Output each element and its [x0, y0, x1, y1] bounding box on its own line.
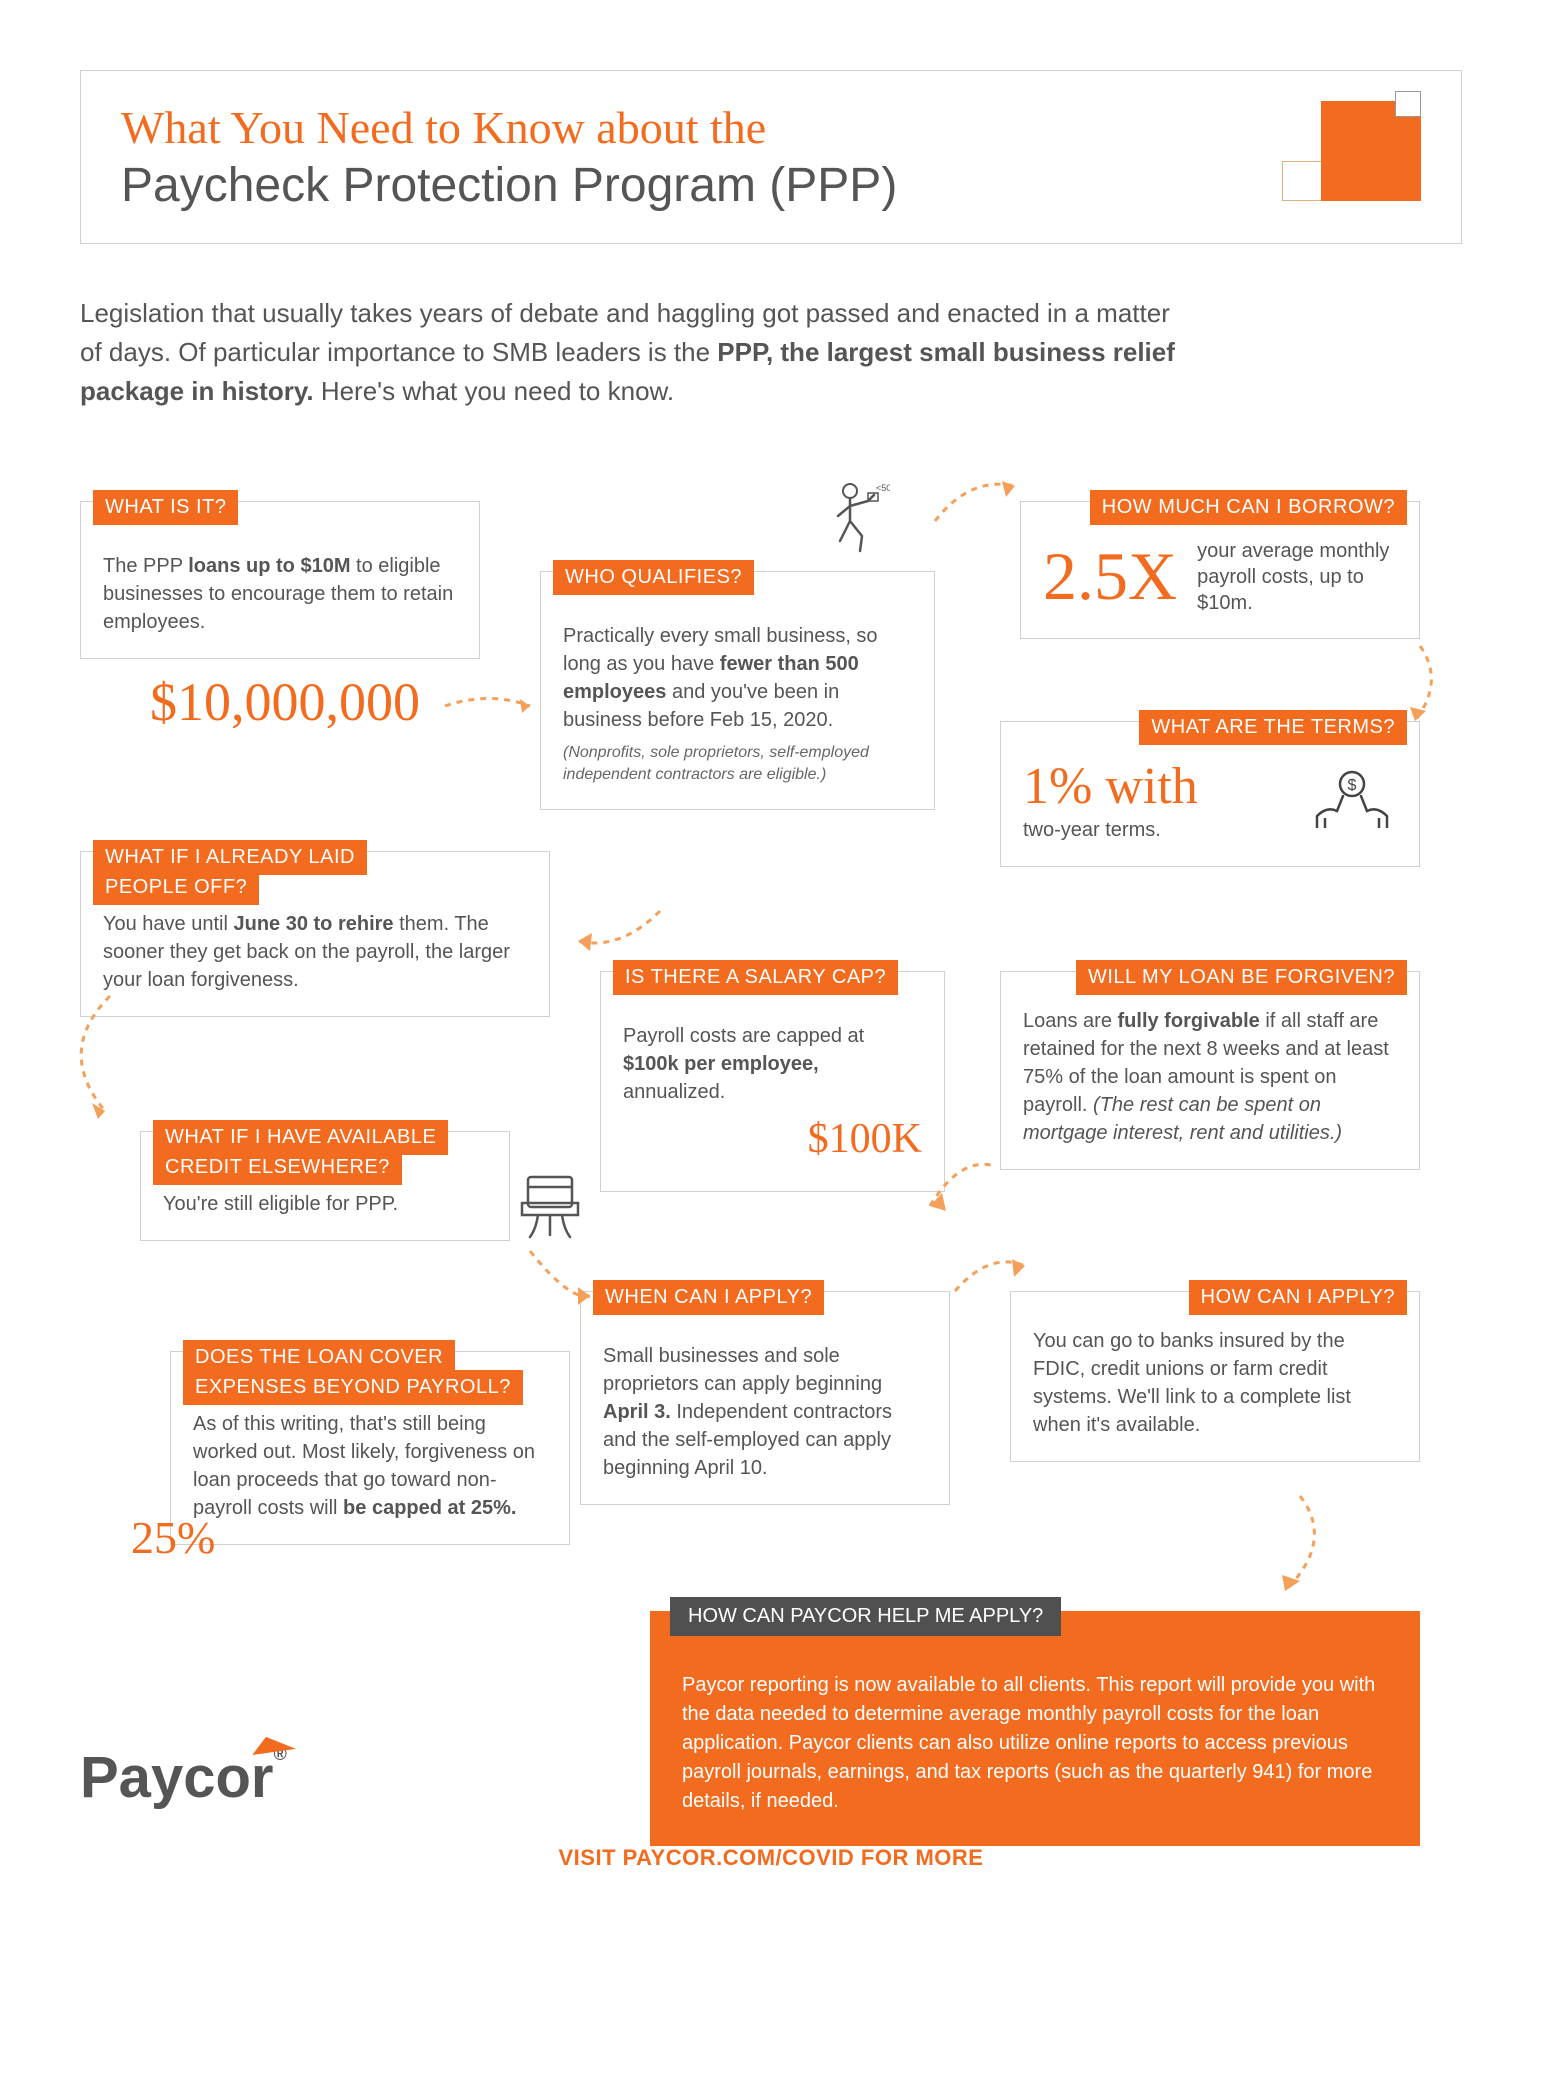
- arrow-2: [930, 471, 1020, 531]
- card-how-much: HOW MUCH CAN I BORROW? 2.5X your average…: [1020, 501, 1420, 639]
- card-who-qualifies: WHO QUALIFIES? Practically every small b…: [540, 571, 935, 810]
- card-body: Loans are fully forgivable if all staff …: [1023, 1007, 1397, 1147]
- card-title-l2: PEOPLE OFF?: [93, 870, 259, 905]
- card-when-apply: WHEN CAN I APPLY? Small businesses and s…: [580, 1291, 950, 1505]
- card-title: WHO QUALIFIES?: [553, 560, 754, 595]
- card-credit: WHAT IF I HAVE AVAILABLE CREDIT ELSEWHER…: [140, 1131, 510, 1241]
- arrow-3: [1390, 641, 1450, 731]
- card-body: Practically every small business, so lon…: [563, 622, 912, 787]
- card-body: You can go to banks insured by the FDIC,…: [1033, 1327, 1397, 1439]
- paycor-logo: Paycor®: [80, 1744, 287, 1811]
- header-box: What You Need to Know about the Paycheck…: [80, 70, 1462, 244]
- arrow-9: [1260, 1491, 1340, 1601]
- intro-paragraph: Legislation that usually takes years of …: [80, 294, 1180, 411]
- atm-card-icon: [510, 1171, 590, 1251]
- page-container: What You Need to Know about the Paycheck…: [0, 0, 1542, 1941]
- arrow-6: [520, 1241, 600, 1311]
- svg-text:<500: <500: [876, 483, 890, 493]
- arrow-4: [570, 901, 670, 961]
- arrow-5: [50, 991, 140, 1121]
- infographic-grid: WHAT IS IT? The PPP loans up to $10M to …: [80, 471, 1462, 1871]
- card-title: WILL MY LOAN BE FORGIVEN?: [1076, 960, 1407, 995]
- card-laid-off: WHAT IF I ALREADY LAID PEOPLE OFF? You h…: [80, 851, 550, 1017]
- svg-text:$: $: [1348, 777, 1357, 794]
- card-title: WHAT ARE THE TERMS?: [1139, 710, 1407, 745]
- card-body: You're still eligible for PPP.: [163, 1190, 487, 1218]
- arrow-1: [440, 681, 540, 731]
- header-main-title: Paycheck Protection Program (PPP): [121, 158, 1421, 213]
- hands-money-icon: $: [1307, 766, 1397, 836]
- hand-25x: 2.5X: [1043, 537, 1177, 616]
- arrow-8: [950, 1251, 1030, 1301]
- card-body: The PPP loans up to $10M to eligible bus…: [103, 552, 457, 636]
- card-title-l2: EXPENSES BEYOND PAYROLL?: [183, 1370, 523, 1405]
- card-forgiven: WILL MY LOAN BE FORGIVEN? Loans are full…: [1000, 971, 1420, 1170]
- hand-100k: $100K: [623, 1110, 922, 1169]
- card-what-is-it: WHAT IS IT? The PPP loans up to $10M to …: [80, 501, 480, 659]
- card-terms: WHAT ARE THE TERMS? 1% with two-year ter…: [1000, 721, 1420, 867]
- card-body: Paycor reporting is now available to all…: [682, 1671, 1388, 1816]
- card-title: WHEN CAN I APPLY?: [593, 1280, 824, 1315]
- card-body: your average monthly payroll costs, up t…: [1197, 538, 1397, 616]
- card-body: Payroll costs are capped at $100k per em…: [623, 1022, 922, 1169]
- card-body: As of this writing, that's still being w…: [193, 1410, 547, 1522]
- hand-25pct: 25%: [131, 1511, 215, 1564]
- card-beyond-payroll: DOES THE LOAN COVER EXPENSES BEYOND PAYR…: [170, 1351, 570, 1545]
- footer-link: VISIT PAYCOR.COM/COVID FOR MORE: [0, 1845, 1542, 1871]
- card-title: WHAT IS IT?: [93, 490, 238, 525]
- card-salary-cap: IS THERE A SALARY CAP? Payroll costs are…: [600, 971, 945, 1192]
- card-title: HOW MUCH CAN I BORROW?: [1090, 490, 1407, 525]
- card-title: IS THERE A SALARY CAP?: [613, 960, 898, 995]
- card-title: HOW CAN PAYCOR HELP ME APPLY?: [670, 1597, 1061, 1636]
- card-how-apply: HOW CAN I APPLY? You can go to banks ins…: [1010, 1291, 1420, 1462]
- card-title-l2: CREDIT ELSEWHERE?: [153, 1150, 402, 1185]
- walking-person-icon: <500: [820, 481, 890, 561]
- card-paycor-help: HOW CAN PAYCOR HELP ME APPLY? Paycor rep…: [650, 1611, 1420, 1846]
- intro-text-after: Here's what you need to know.: [314, 376, 675, 406]
- card-body: Small businesses and sole proprietors ca…: [603, 1342, 927, 1482]
- card-body: two-year terms.: [1023, 816, 1198, 844]
- card-title: HOW CAN I APPLY?: [1189, 1280, 1407, 1315]
- hand-1pct: 1% with: [1023, 757, 1198, 816]
- card-body: You have until June 30 to rehire them. T…: [103, 910, 527, 994]
- header-decorative-squares: [1282, 101, 1421, 201]
- arrow-7: [920, 1151, 1000, 1221]
- header-script-text: What You Need to Know about the: [121, 101, 1421, 154]
- hand-10m: $10,000,000: [150, 671, 420, 733]
